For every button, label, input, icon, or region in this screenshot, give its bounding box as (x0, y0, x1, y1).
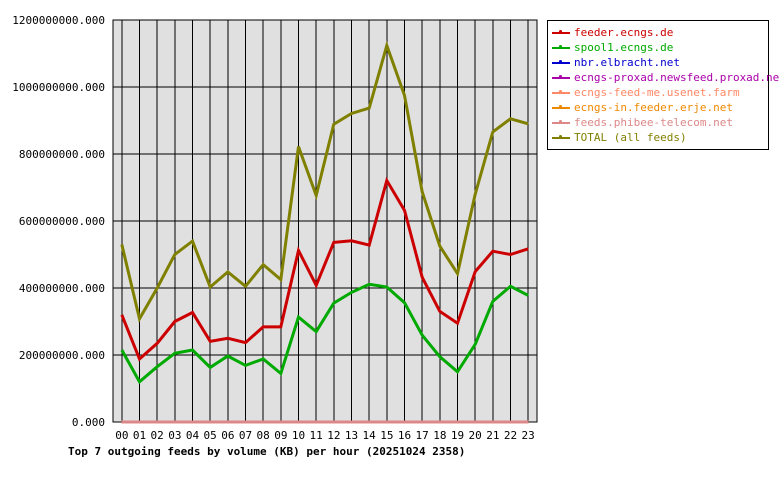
y-tick-label: 600000000.000 (19, 215, 105, 228)
x-tick-label: 08 (257, 429, 270, 442)
x-tick-label: 22 (504, 429, 517, 442)
legend-swatch (552, 62, 570, 64)
legend-marker (559, 60, 562, 63)
x-tick-label: 05 (204, 429, 217, 442)
x-tick-label: 11 (310, 429, 323, 442)
legend-swatch (552, 47, 570, 49)
y-tick-label: 1200000000.000 (12, 14, 105, 27)
x-tick-label: 16 (398, 429, 411, 442)
y-tick-label: 400000000.000 (19, 282, 105, 295)
legend-label: spool1.ecngs.de (574, 41, 674, 54)
x-tick-label: 01 (133, 429, 146, 442)
legend-item: nbr.elbracht.net (550, 55, 768, 70)
legend-swatch (552, 92, 570, 94)
y-tick-label: 200000000.000 (19, 349, 105, 362)
series-line (120, 40, 529, 323)
y-tick-label: 0.000 (72, 416, 105, 429)
x-tick-label: 18 (433, 429, 446, 442)
legend-marker (559, 135, 562, 138)
x-tick-label: 12 (327, 429, 340, 442)
chart-title: Top 7 outgoing feeds by volume (KB) per … (68, 445, 466, 458)
legend-item: ecngs-proxad.newsfeed.proxad.net (550, 70, 780, 85)
x-tick-label: 10 (292, 429, 305, 442)
legend-marker (559, 45, 562, 48)
legend-item: feeder.ecngs.de (550, 25, 768, 40)
legend-label: ecngs-in.feeder.erje.net (574, 101, 733, 114)
x-tick-label: 13 (345, 429, 358, 442)
x-tick-label: 23 (522, 429, 535, 442)
y-tick-label: 800000000.000 (19, 148, 105, 161)
legend-marker (559, 75, 562, 78)
legend-marker (559, 30, 562, 33)
x-tick-label: 17 (416, 429, 429, 442)
legend-item: spool1.ecngs.de (550, 40, 768, 55)
legend-item: TOTAL (all feeds) (550, 130, 768, 145)
x-tick-label: 07 (239, 429, 252, 442)
x-tick-label: 02 (151, 429, 164, 442)
legend-label: ecngs-proxad.newsfeed.proxad.net (574, 71, 780, 84)
x-tick-label: 20 (469, 429, 482, 442)
x-tick-label: 09 (274, 429, 287, 442)
legend-label: ecngs-feed-me.usenet.farm (574, 86, 740, 99)
x-tick-label: 03 (168, 429, 181, 442)
series-line (120, 176, 529, 362)
x-tick-label: 00 (115, 429, 128, 442)
x-tick-label: 19 (451, 429, 464, 442)
x-tick-label: 06 (221, 429, 234, 442)
legend-swatch (552, 107, 570, 109)
legend-marker (559, 120, 562, 123)
legend: feeder.ecngs.de spool1.ecngs.de nbr.elbrac… (547, 20, 780, 150)
legend-label: feeds.phibee-telecom.net (574, 116, 733, 129)
legend-label: feeder.ecngs.de (574, 26, 674, 39)
legend-item: ecngs-in.feeder.erje.net (550, 100, 768, 115)
legend-marker (559, 105, 562, 108)
legend-label: nbr.elbracht.net (574, 56, 680, 69)
legend-swatch (552, 122, 570, 124)
x-tick-label: 14 (363, 429, 377, 442)
x-tick-label: 21 (486, 429, 499, 442)
x-tick-label: 04 (186, 429, 200, 442)
legend-label: TOTAL (all feeds) (574, 131, 687, 144)
series-line (120, 282, 529, 385)
y-tick-label: 1000000000.000 (12, 81, 105, 94)
legend-swatch (552, 137, 570, 139)
legend-item: ecngs-feed-me.usenet.farm (550, 85, 768, 100)
legend-swatch (552, 32, 570, 34)
legend-item: feeds.phibee-telecom.net (550, 115, 768, 130)
legend-marker (559, 90, 562, 93)
x-tick-label: 15 (380, 429, 393, 442)
legend-swatch (552, 77, 570, 79)
